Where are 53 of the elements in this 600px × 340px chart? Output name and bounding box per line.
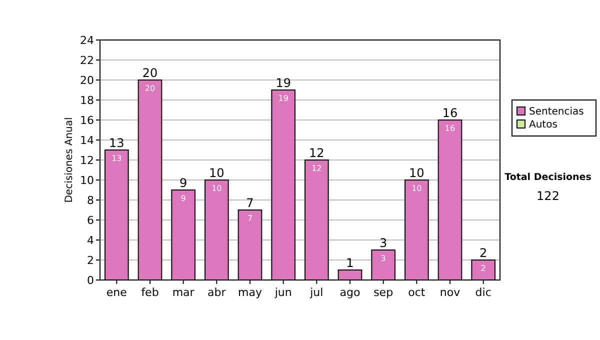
total-label: 19 — [276, 76, 291, 90]
x-tick-label: ene — [106, 286, 128, 299]
data-label: 2 — [480, 264, 486, 273]
text: 122 — [536, 189, 560, 203]
total-label: 2 — [480, 246, 488, 260]
data-label: 10 — [212, 184, 222, 193]
y-tick-label: 12 — [80, 154, 94, 167]
text: Total Decisiones — [504, 172, 592, 183]
data-label: 20 — [144, 84, 156, 93]
total-label: 12 — [309, 146, 324, 160]
total-label: 10 — [209, 166, 224, 180]
y-tick-label: 8 — [87, 194, 94, 207]
total-label: 3 — [380, 236, 388, 250]
y-tick-label: 6 — [87, 214, 94, 227]
y-tick-label: 14 — [80, 134, 94, 147]
total-label: 13 — [109, 136, 124, 150]
x-tick-label: abr — [208, 286, 226, 299]
data-label: 7 — [247, 214, 253, 223]
x-tick-label: feb — [141, 286, 159, 299]
data-label: 16 — [444, 124, 456, 133]
y-tick-label: 24 — [80, 34, 94, 47]
y-tick-label: 20 — [80, 74, 94, 87]
y-axis-title: Decisiones Anual — [64, 117, 75, 203]
total-label: 1 — [346, 256, 354, 270]
x-tick-label: mar — [172, 286, 195, 299]
y-tick-label: 0 — [87, 274, 94, 287]
x-tick-label: ago — [340, 286, 360, 299]
x-tick-label: oct — [408, 286, 426, 299]
x-tick-label: jun — [274, 286, 292, 299]
total-label: 10 — [409, 166, 424, 180]
data-label: 3 — [380, 254, 386, 263]
data-label: 10 — [412, 184, 422, 193]
data-label: 12 — [312, 164, 322, 173]
data-label: 19 — [278, 94, 288, 103]
y-tick-label: 10 — [80, 174, 94, 187]
y-tick-label: 16 — [80, 114, 94, 127]
total-label: 7 — [246, 196, 254, 210]
x-tick-label: nov — [440, 286, 461, 299]
legend-label: Autos — [529, 120, 558, 130]
x-tick-label: dic — [475, 286, 492, 299]
x-tick-label: sep — [374, 286, 394, 299]
legend-label: Sentencias — [529, 106, 584, 118]
data-label: 9 — [180, 194, 186, 203]
y-tick-label: 18 — [80, 94, 94, 107]
total-label: 16 — [442, 106, 458, 120]
data-label: 13 — [112, 154, 122, 163]
total-label: 9 — [180, 176, 188, 190]
y-tick-label: 22 — [80, 54, 94, 67]
x-tick-label: jul — [309, 286, 324, 299]
total-label: 20 — [142, 66, 158, 80]
y-tick-label: 4 — [87, 234, 94, 247]
y-tick-label: 2 — [87, 254, 94, 267]
x-tick-label: may — [238, 286, 262, 299]
